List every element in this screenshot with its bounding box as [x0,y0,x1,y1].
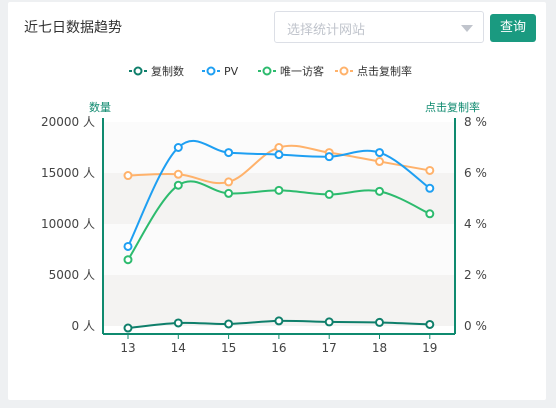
y-tick-right: 0 % [464,319,487,333]
x-tick-label: 16 [271,341,286,355]
legend-swatch-dot [133,66,143,76]
data-point [173,169,183,179]
data-point [224,148,234,158]
y-tick-right: 4 % [464,217,487,231]
data-point [123,171,133,181]
site-select[interactable]: 选择统计网站 [274,11,484,43]
y-tick-left: 15000 人 [41,166,95,180]
legend-label: 唯一访客 [280,64,324,78]
data-point [375,186,384,196]
data-point [324,317,334,327]
card-title: 近七日数据趋势 [24,20,122,36]
data-point [173,143,183,152]
x-tick-label: 15 [221,341,236,355]
chevron-down-icon [461,25,473,32]
data-point [324,152,334,162]
grid-band [103,224,455,275]
y-axis-right-title: 点击复制率 [425,100,480,114]
y-axis-left-title: 数量 [89,101,111,114]
legend-label: 点击复制率 [357,64,412,78]
y-tick-left: 10000 人 [41,217,95,231]
x-tick-label: 18 [372,341,387,355]
y-tick-left: 20000 人 [41,115,95,129]
data-point [274,316,284,326]
y-tick-left: 5000 人 [49,268,95,282]
data-point [173,180,183,190]
data-point [123,255,133,265]
data-point [425,319,435,329]
site-select-placeholder: 选择统计网站 [287,23,366,38]
data-point [425,165,435,175]
y-tick-right: 2 % [464,268,487,282]
data-point [375,317,384,327]
data-point [123,323,133,333]
data-point [224,188,234,198]
legend-item: 唯一访客 [258,64,324,78]
legend-label: PV [224,65,239,78]
data-point [224,177,234,187]
data-point [324,189,334,199]
x-tick-label: 17 [322,341,337,355]
y-tick-right: 8 % [464,115,487,129]
y-tick-left: 0 人 [72,319,95,333]
legend-item: 点击复制率 [335,64,412,78]
data-point [173,318,183,328]
legend-swatch-dot [206,66,216,76]
y-tick-right: 6 % [464,166,487,180]
data-point [274,143,284,152]
series-2 [123,140,435,251]
legend-label: 复制数 [151,64,184,78]
data-point [274,185,284,195]
x-tick-label: 19 [422,341,437,355]
legend-item: 复制数 [129,64,184,78]
x-tick-label: 13 [120,341,135,355]
series-3 [123,180,435,265]
query-button[interactable]: 查询 [490,14,536,42]
legend-swatch-dot [262,66,272,76]
x-tick-label: 14 [171,341,186,355]
data-point [123,241,133,251]
data-point [375,157,384,167]
legend-swatch-dot [339,66,349,76]
grid-band [103,173,455,224]
series-1 [123,316,435,333]
data-point [274,150,284,160]
data-point [224,319,234,329]
data-point [425,183,435,193]
data-point [375,148,384,158]
data-point [425,209,435,219]
legend-item: PV [202,65,239,78]
